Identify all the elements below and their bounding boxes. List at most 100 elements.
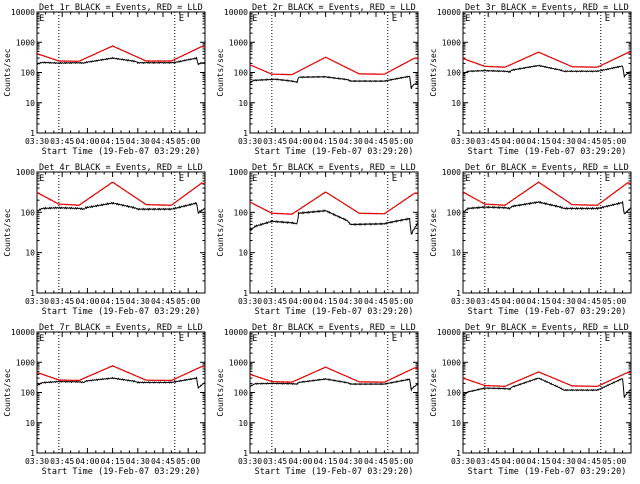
x-tick-label: 04:00 xyxy=(501,457,525,466)
x-axis-label: Start Time (19-Feb-07 03:29:20) xyxy=(255,467,414,477)
x-tick-label: 04:30 xyxy=(339,297,363,306)
x-tick-label: 04:15 xyxy=(101,457,125,466)
e-marker-label: E xyxy=(39,14,44,24)
e-marker-label: E xyxy=(465,334,470,344)
panel-title: Det 7r BLACK = Events, RED = LLD xyxy=(39,323,203,333)
y-tick-label: 1000 xyxy=(442,38,461,47)
e-marker-label: E xyxy=(605,174,610,184)
plot-frame xyxy=(462,171,632,294)
x-tick-label: 03:30 xyxy=(25,457,49,466)
y-tick-label: 1 xyxy=(243,129,248,138)
plot-frame xyxy=(249,171,419,294)
lld-series-line xyxy=(249,191,419,216)
y-tick-label: 100 xyxy=(447,389,462,398)
y-tick-label: 10 xyxy=(238,99,248,108)
x-tick-label: 03:30 xyxy=(238,457,262,466)
e-marker-label: E xyxy=(179,14,184,24)
x-tick-label: 03:45 xyxy=(476,297,500,306)
e-marker-label: E xyxy=(465,174,470,184)
x-tick-label: 04:45 xyxy=(151,297,175,306)
panel-title: Det 3r BLACK = Events, RED = LLD xyxy=(465,3,629,13)
x-tick-label: 04:00 xyxy=(501,137,525,146)
x-tick-label: 04:00 xyxy=(75,137,99,146)
detector-panel-9: Det 9r BLACK = Events, RED = LLD 1 10 100 10… xyxy=(429,323,632,477)
x-tick-label: 03:30 xyxy=(451,137,475,146)
e-marker-label: E xyxy=(605,334,610,344)
x-tick-label: 04:15 xyxy=(527,457,551,466)
plot-frame xyxy=(462,331,632,454)
x-tick-label: 04:45 xyxy=(577,297,601,306)
x-axis-label: Start Time (19-Feb-07 03:29:20) xyxy=(42,307,201,317)
x-tick-label: 04:45 xyxy=(577,457,601,466)
events-series-line xyxy=(37,56,206,66)
y-tick-label: 100 xyxy=(234,69,249,78)
x-tick-label: 04:30 xyxy=(126,297,150,306)
x-tick-label: 04:30 xyxy=(126,137,150,146)
y-tick-label: 100 xyxy=(21,69,36,78)
detector-panel-2: Det 2r BLACK = Events, RED = LLD 1 10 100 10… xyxy=(216,3,419,157)
x-tick-label: 03:30 xyxy=(451,457,475,466)
events-series-line xyxy=(249,75,419,89)
e-marker-label: E xyxy=(605,14,610,24)
y-tick-label: 10000 xyxy=(224,8,248,17)
x-tick-label: 04:00 xyxy=(501,297,525,306)
x-tick-label: 04:15 xyxy=(101,297,125,306)
e-marker-label: E xyxy=(39,334,44,344)
x-tick-label: 05:00 xyxy=(602,137,626,146)
y-tick-label: 10 xyxy=(451,419,461,428)
x-tick-label: 04:15 xyxy=(314,297,338,306)
y-axis-label: Counts/sec xyxy=(3,368,12,416)
x-tick-label: 04:45 xyxy=(151,137,175,146)
x-tick-label: 05:00 xyxy=(389,297,413,306)
x-tick-label: 04:15 xyxy=(101,137,125,146)
x-tick-label: 05:00 xyxy=(602,297,626,306)
y-tick-label: 10000 xyxy=(437,328,461,337)
x-tick-label: 04:30 xyxy=(339,457,363,466)
y-tick-label: 10000 xyxy=(224,328,248,337)
y-tick-label: 100 xyxy=(234,389,249,398)
y-tick-label: 100 xyxy=(447,69,462,78)
x-tick-label: 04:15 xyxy=(314,137,338,146)
y-tick-label: 10000 xyxy=(11,328,35,337)
x-tick-label: 03:45 xyxy=(476,457,500,466)
e-marker-label: E xyxy=(465,14,470,24)
lld-series-line xyxy=(36,45,206,63)
panel-title: Det 1r BLACK = Events, RED = LLD xyxy=(39,3,203,13)
x-axis-label: Start Time (19-Feb-07 03:29:20) xyxy=(468,467,627,477)
y-axis-label: Counts/sec xyxy=(3,48,12,96)
x-tick-label: 04:30 xyxy=(552,137,576,146)
plot-frame xyxy=(36,11,206,134)
y-tick-label: 10 xyxy=(25,249,35,258)
x-axis-label: Start Time (19-Feb-07 03:29:20) xyxy=(255,307,414,317)
detector-panel-8: Det 8r BLACK = Events, RED = LLD 1 10 100 10… xyxy=(216,323,419,477)
y-tick-label: 10000 xyxy=(11,8,35,17)
detector-panel-7: Det 7r BLACK = Events, RED = LLD 1 10 100 10… xyxy=(3,323,206,477)
x-tick-label: 04:15 xyxy=(314,457,338,466)
y-tick-label: 100 xyxy=(21,208,36,217)
y-axis-label: Counts/sec xyxy=(216,208,225,256)
lld-series-line xyxy=(36,364,206,382)
e-marker-label: E xyxy=(252,174,257,184)
e-marker-label: E xyxy=(179,174,184,184)
events-series-line xyxy=(249,377,419,392)
y-tick-label: 1000 xyxy=(442,358,461,367)
plot-frame xyxy=(249,11,419,134)
x-tick-label: 04:30 xyxy=(552,297,576,306)
x-tick-label: 03:30 xyxy=(25,137,49,146)
detector-panel-3: Det 3r BLACK = Events, RED = LLD 1 10 100 10… xyxy=(429,3,632,157)
y-axis-label: Counts/sec xyxy=(3,208,12,256)
x-tick-label: 05:00 xyxy=(389,457,413,466)
x-tick-label: 05:00 xyxy=(602,457,626,466)
lld-series-line xyxy=(249,56,419,76)
x-tick-label: 04:00 xyxy=(75,457,99,466)
x-tick-label: 03:45 xyxy=(263,297,287,306)
x-tick-label: 04:00 xyxy=(288,297,312,306)
x-axis-label: Start Time (19-Feb-07 03:29:20) xyxy=(42,147,201,157)
plot-frame xyxy=(36,171,206,294)
y-tick-label: 1 xyxy=(243,449,248,458)
x-tick-label: 05:00 xyxy=(176,457,200,466)
y-axis-label: Counts/sec xyxy=(216,368,225,416)
y-tick-label: 10 xyxy=(451,99,461,108)
